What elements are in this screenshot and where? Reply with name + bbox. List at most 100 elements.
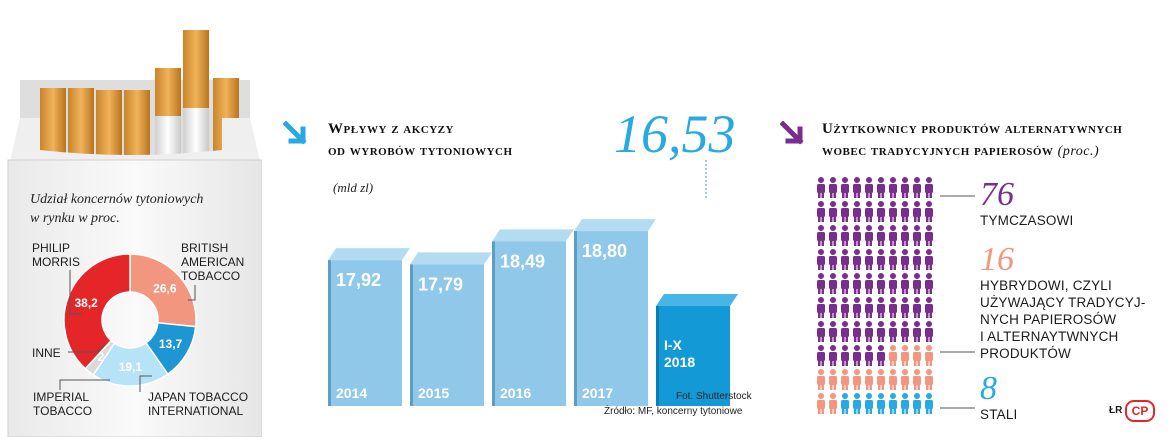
- market-share-donut: 26,6 13,7 19,1 2 38,2: [63, 253, 197, 387]
- person-icon: [841, 177, 849, 198]
- person-icon: [865, 369, 873, 390]
- person-icon: [853, 321, 861, 342]
- bar-category-label: 2018: [664, 354, 695, 370]
- person-icon: [853, 273, 861, 294]
- person-icon: [829, 369, 837, 390]
- bar: [410, 252, 492, 406]
- person-icon: [865, 321, 873, 342]
- publisher-logo: CP: [1125, 400, 1155, 422]
- person-icon: [853, 249, 861, 270]
- person-icon: [817, 177, 825, 198]
- person-icon: [829, 249, 837, 270]
- person-icon: [901, 393, 909, 414]
- donut-leader-lines: [59, 270, 196, 392]
- person-icon: [853, 177, 861, 198]
- person-icon: [829, 393, 837, 414]
- person-icon: [901, 345, 909, 366]
- caption-line: Udział koncernów tytoniowych: [30, 192, 204, 207]
- bar-value-label: 18,80: [582, 241, 627, 261]
- person-icon: [865, 393, 873, 414]
- market-share-caption: Udział koncernów tytoniowych w rynku w p…: [30, 190, 255, 228]
- photo-credit: Fot. Shutterstock: [676, 391, 752, 402]
- bar-value-label: 17,79: [418, 274, 463, 294]
- bar-category-label: 2016: [500, 385, 531, 401]
- donut-slice-label: 2: [98, 350, 105, 364]
- person-icon: [925, 393, 933, 414]
- person-icon: [889, 321, 897, 342]
- pack-graphic: [7, 30, 263, 438]
- bar-category-label: 2015: [418, 385, 449, 401]
- bar-category-label: I-X: [664, 337, 683, 353]
- bar: [574, 219, 656, 406]
- person-icon: [889, 225, 897, 246]
- excise-unit: (mld zl): [333, 180, 374, 195]
- person-icon: [889, 177, 897, 198]
- bar-value-label: 17,92: [336, 270, 381, 290]
- person-icon: [841, 225, 849, 246]
- bar-category-label: 2017: [582, 385, 613, 401]
- person-icon: [829, 321, 837, 342]
- person-icon: [853, 393, 861, 414]
- person-icon: [889, 273, 897, 294]
- donut-slice: [129, 253, 197, 328]
- person-icon: [913, 273, 921, 294]
- person-icon: [877, 345, 885, 366]
- person-icon: [889, 393, 897, 414]
- donut-slice: [63, 253, 131, 370]
- person-icon: [877, 393, 885, 414]
- group-tymczasowi: 76 TYMCZASOWI: [980, 176, 1074, 229]
- person-icon: [841, 297, 849, 318]
- person-icon: [925, 273, 933, 294]
- person-icon: [901, 321, 909, 342]
- person-icon: [901, 249, 909, 270]
- person-icon: [877, 249, 885, 270]
- label-inne: INNE: [32, 346, 61, 360]
- person-icon: [817, 225, 825, 246]
- bar: [328, 248, 410, 406]
- person-icon: [925, 201, 933, 222]
- person-icon: [901, 177, 909, 198]
- donut-slice-label: 13,7: [159, 337, 183, 351]
- arrow-down-right-icon: [780, 121, 804, 145]
- bar-category-label: 2014: [336, 385, 367, 401]
- users-pictogram: [817, 177, 933, 414]
- donut-slice-label: 38,2: [75, 296, 99, 310]
- person-icon: [913, 225, 921, 246]
- person-icon: [841, 393, 849, 414]
- users-title: Użytkownicy produktów alternatywnych wob…: [822, 121, 1123, 159]
- person-icon: [829, 345, 837, 366]
- person-icon: [925, 225, 933, 246]
- donut-slice-label: 26,6: [153, 281, 177, 295]
- person-icon: [817, 201, 825, 222]
- excise-title: Wpływy z akcyzy od wyrobów tytoniowych: [328, 121, 513, 159]
- person-icon: [817, 393, 825, 414]
- person-icon: [817, 273, 825, 294]
- person-icon: [841, 369, 849, 390]
- person-icon: [841, 249, 849, 270]
- person-icon: [913, 345, 921, 366]
- person-icon: [853, 345, 861, 366]
- person-icon: [829, 297, 837, 318]
- label-imperial-tobacco: IMPERIAL TOBACCO: [33, 390, 93, 418]
- person-icon: [853, 369, 861, 390]
- person-icon: [877, 201, 885, 222]
- bar: [492, 229, 574, 406]
- person-icon: [865, 201, 873, 222]
- person-icon: [877, 321, 885, 342]
- person-icon: [901, 297, 909, 318]
- caption-line: w rynku w proc.: [30, 211, 120, 226]
- person-icon: [901, 201, 909, 222]
- person-icon: [901, 369, 909, 390]
- person-icon: [889, 201, 897, 222]
- person-icon: [817, 345, 825, 366]
- group-hybrydowi: 16 HYBRYDOWI, CZYLI UŻYWAJĄCY TRADYCYJ- …: [980, 241, 1146, 362]
- person-icon: [925, 369, 933, 390]
- person-icon: [901, 273, 909, 294]
- person-icon: [865, 345, 873, 366]
- person-icon: [853, 225, 861, 246]
- source-note: Źródło: MF, koncerny tytoniowe: [604, 406, 743, 417]
- person-icon: [925, 345, 933, 366]
- person-icon: [829, 201, 837, 222]
- person-icon: [925, 249, 933, 270]
- bar-value-label: 18,49: [500, 251, 545, 271]
